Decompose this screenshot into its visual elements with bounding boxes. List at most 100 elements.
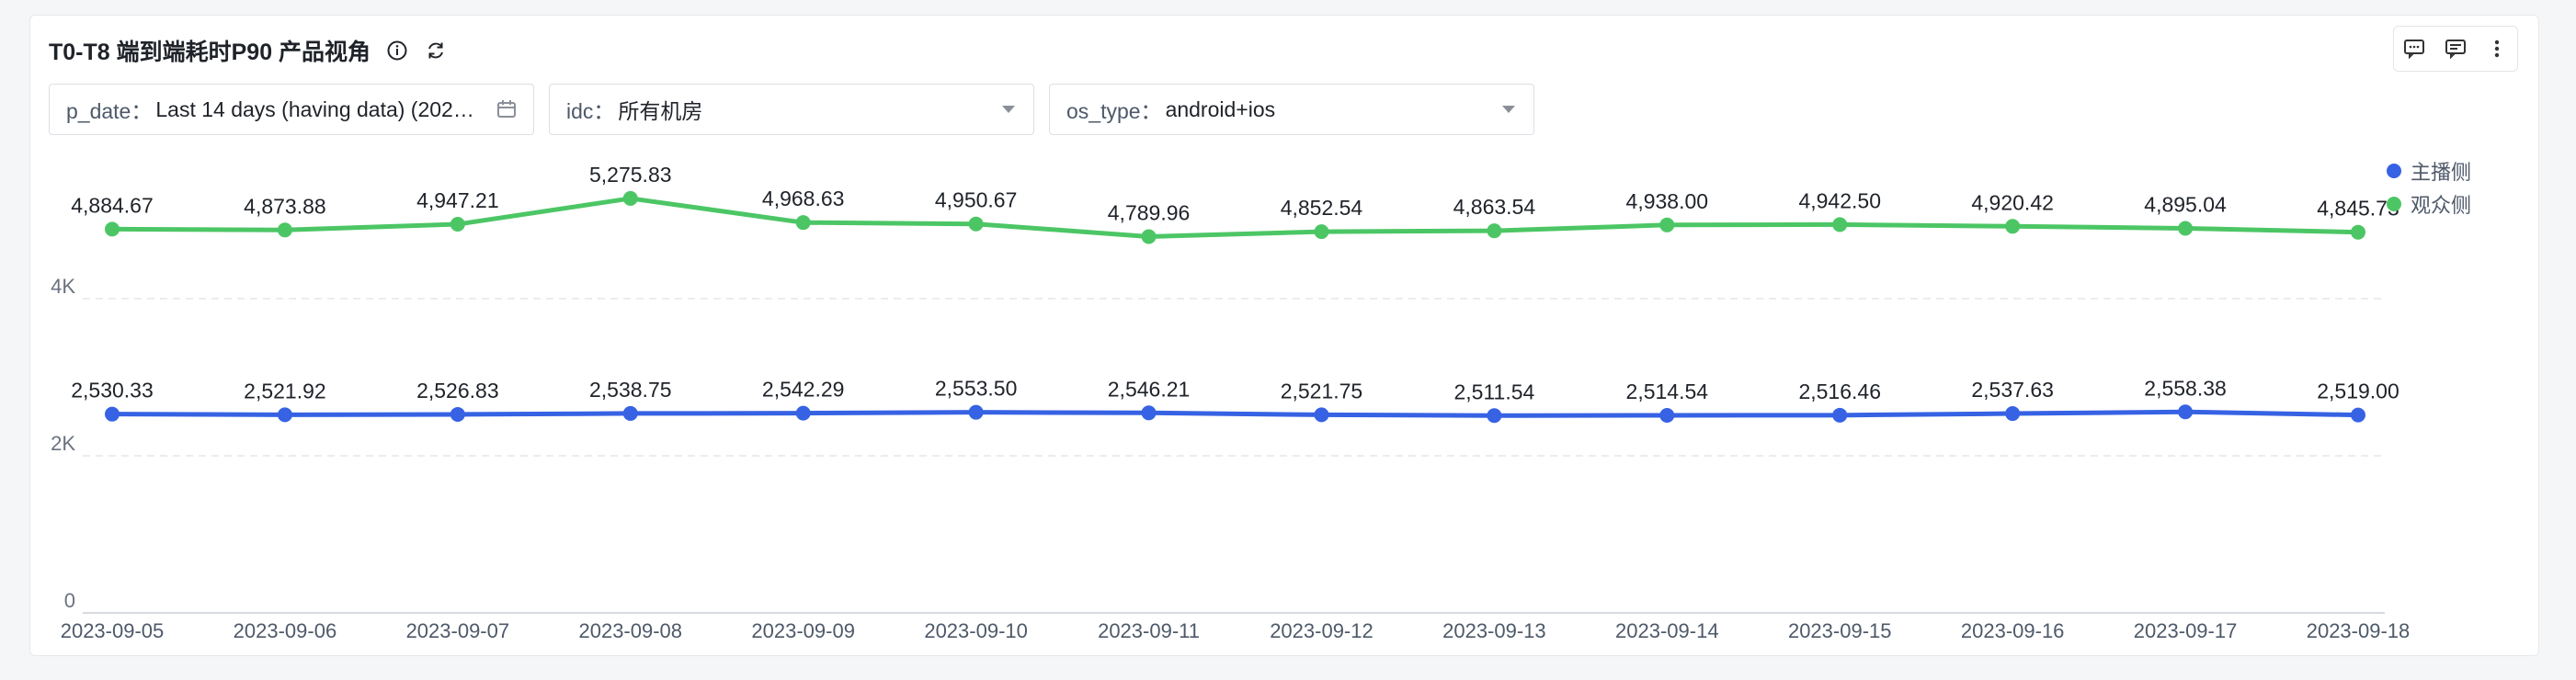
- chevron-down-icon[interactable]: [1000, 104, 1017, 115]
- legend-label: 观众侧: [2411, 194, 2472, 217]
- x-tick-label: 2023-09-11: [1098, 619, 1200, 642]
- data-label: 4,947.21: [416, 188, 499, 212]
- data-point: [795, 405, 811, 421]
- data-label: 2,521.75: [1281, 379, 1363, 402]
- data-label: 4,845.73: [2317, 197, 2399, 221]
- x-tick-label: 2023-09-06: [234, 619, 337, 642]
- data-label: 2,516.46: [1798, 380, 1881, 403]
- note-icon[interactable]: [2440, 33, 2471, 64]
- legend-item-series-1[interactable]: 主播侧: [2387, 154, 2471, 187]
- calendar-icon[interactable]: [496, 99, 517, 119]
- data-point: [1832, 407, 1848, 423]
- data-label: 4,852.54: [1281, 196, 1363, 220]
- data-label: 2,553.50: [935, 377, 1018, 401]
- data-label: 2,519.00: [2317, 380, 2399, 403]
- data-point: [968, 404, 984, 420]
- refresh-icon[interactable]: [424, 39, 448, 62]
- info-icon[interactable]: [385, 39, 409, 62]
- data-point: [1141, 229, 1157, 244]
- data-label: 4,950.67: [935, 188, 1018, 212]
- filter-os-type[interactable]: os_type： android+ios: [1049, 84, 1534, 135]
- data-label: 4,873.88: [244, 194, 326, 218]
- data-label: 4,938.00: [1626, 189, 1709, 213]
- data-point: [622, 190, 638, 206]
- data-label: 4,920.42: [1971, 190, 2054, 214]
- data-label: 2,526.83: [416, 379, 499, 402]
- legend-marker: [2387, 164, 2401, 178]
- data-point: [450, 217, 465, 232]
- data-point: [968, 216, 984, 232]
- data-point: [105, 221, 120, 237]
- data-point: [2005, 219, 2021, 234]
- filter-label: os_type：: [1066, 99, 1162, 123]
- x-tick-label: 2023-09-08: [578, 619, 682, 642]
- data-point: [1832, 217, 1848, 232]
- x-tick-label: 2023-09-13: [1442, 619, 1546, 642]
- filter-bar: p_date： Last 14 days (having data) (202……: [49, 84, 1534, 135]
- data-point: [2351, 224, 2365, 240]
- data-label: 4,968.63: [762, 187, 845, 210]
- data-label: 2,521.92: [244, 379, 326, 402]
- filter-label: idc：: [566, 99, 615, 123]
- data-label: 2,511.54: [1453, 380, 1534, 403]
- data-point: [622, 405, 638, 421]
- chevron-down-icon[interactable]: [1500, 104, 1517, 115]
- data-point: [277, 407, 292, 423]
- data-label: 2,558.38: [2144, 376, 2227, 400]
- data-label: 4,863.54: [1453, 195, 1536, 219]
- series-line-2: [109, 196, 2361, 239]
- data-label: 2,542.29: [762, 378, 845, 402]
- data-point: [795, 215, 811, 231]
- data-label: 2,537.63: [1971, 378, 2054, 402]
- data-label: 4,895.04: [2144, 192, 2227, 216]
- filter-label: p_date：: [66, 99, 153, 123]
- data-label: 2,530.33: [71, 379, 154, 402]
- x-tick-label: 2023-09-16: [1961, 619, 2065, 642]
- data-point: [105, 406, 120, 422]
- legend-label: 主播侧: [2411, 161, 2472, 184]
- legend-marker: [2387, 197, 2401, 211]
- x-tick-label: 2023-09-05: [61, 619, 165, 642]
- x-tick-label: 2023-09-15: [1788, 619, 1892, 642]
- x-tick-label: 2023-09-09: [751, 619, 855, 642]
- data-point: [1314, 407, 1329, 423]
- series-line-1: [109, 409, 2361, 418]
- data-point: [277, 222, 292, 238]
- x-tick-label: 2023-09-17: [2134, 619, 2238, 642]
- comment-icon[interactable]: [2399, 33, 2430, 64]
- data-point: [1659, 408, 1675, 424]
- more-icon[interactable]: [2481, 33, 2513, 64]
- chart-legend: 主播侧 观众侧: [2387, 154, 2471, 221]
- data-point: [2178, 221, 2194, 236]
- x-tick-label: 2023-09-07: [406, 619, 510, 642]
- y-tick-label: 0: [64, 589, 75, 612]
- data-label: 2,538.75: [589, 378, 672, 402]
- chart-toolbar: [2393, 26, 2518, 72]
- filter-idc[interactable]: idc： 所有机房: [549, 84, 1034, 135]
- data-point: [2351, 407, 2365, 423]
- data-label: 2,514.54: [1626, 380, 1709, 403]
- x-tick-label: 2023-09-14: [1615, 619, 1719, 642]
- data-label: 2,546.21: [1108, 377, 1191, 401]
- legend-item-series-2[interactable]: 观众侧: [2387, 187, 2471, 221]
- data-point: [1487, 223, 1502, 239]
- title-row: T0-T8 端到端耗时P90 产品视角: [49, 32, 448, 69]
- data-point: [1487, 408, 1502, 424]
- y-tick-label: 2K: [51, 432, 75, 455]
- data-point: [1141, 405, 1157, 421]
- x-tick-label: 2023-09-12: [1270, 619, 1373, 642]
- data-point: [2178, 404, 2194, 420]
- x-tick-label: 2023-09-10: [924, 619, 1028, 642]
- data-label: 4,884.67: [71, 193, 154, 217]
- data-point: [1314, 224, 1329, 240]
- data-point: [450, 406, 465, 422]
- filter-p-date[interactable]: p_date： Last 14 days (having data) (202…: [49, 84, 534, 135]
- data-label: 4,789.96: [1108, 200, 1191, 224]
- data-label: 4,942.50: [1798, 188, 1881, 212]
- data-label: 5,275.83: [589, 163, 672, 187]
- chart-card: T0-T8 端到端耗时P90 产品视角 p_date： Last 14 days…: [29, 15, 2539, 656]
- x-tick-label: 2023-09-18: [2307, 619, 2411, 642]
- chart-title: T0-T8 端到端耗时P90 产品视角: [49, 40, 371, 65]
- data-point: [2005, 406, 2021, 422]
